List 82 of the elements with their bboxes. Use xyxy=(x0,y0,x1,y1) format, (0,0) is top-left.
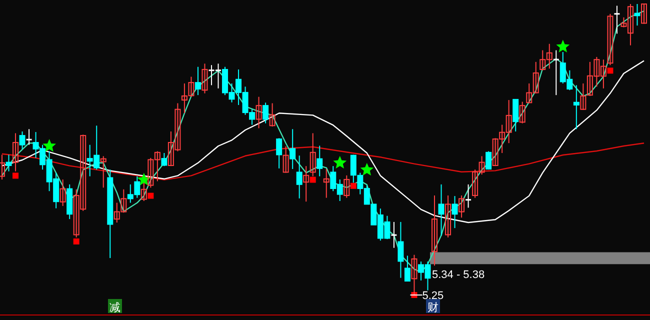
candlestick xyxy=(438,184,444,236)
candlestick xyxy=(614,5,620,34)
candlestick xyxy=(60,178,66,206)
candlestick xyxy=(486,150,492,170)
point xyxy=(42,139,56,152)
annotation: 5.25 xyxy=(422,290,444,302)
text: 财 xyxy=(428,301,438,314)
candlestick xyxy=(6,154,12,172)
point xyxy=(137,172,151,186)
point xyxy=(310,176,316,183)
candlestick xyxy=(607,13,614,66)
candlestick xyxy=(269,102,276,128)
candlestick xyxy=(641,4,647,24)
candlestick xyxy=(80,134,86,212)
point xyxy=(333,156,347,168)
point xyxy=(350,182,356,189)
candlestick xyxy=(586,61,593,96)
candlestick xyxy=(100,156,106,188)
candlestick xyxy=(168,130,174,167)
candlestick xyxy=(445,194,452,238)
point xyxy=(73,238,80,244)
point xyxy=(360,162,374,176)
candlestick xyxy=(26,128,32,146)
band: 5.34 - 5.38 xyxy=(430,252,650,282)
candlestick xyxy=(573,84,580,130)
candlestick xyxy=(620,16,627,28)
candlestick xyxy=(316,145,323,177)
text: 减 xyxy=(110,301,120,314)
candlestick xyxy=(148,157,154,188)
candlestick xyxy=(140,182,147,202)
candlestick xyxy=(506,100,512,144)
candlestick xyxy=(181,82,188,114)
candlestick xyxy=(398,221,404,278)
candlestick xyxy=(553,50,559,96)
candlestick xyxy=(120,188,127,214)
candlestick xyxy=(290,128,296,170)
candlestick xyxy=(499,124,506,154)
candlestick xyxy=(282,146,289,174)
candlestick xyxy=(634,4,640,26)
candlestick xyxy=(600,59,606,89)
candlestick xyxy=(188,76,194,98)
candlestick xyxy=(492,138,498,167)
candlestick xyxy=(323,168,330,198)
candlestick xyxy=(532,61,539,94)
candlestick xyxy=(594,56,600,88)
candlestick xyxy=(12,132,19,172)
band-label: 5.34 - 5.38 xyxy=(432,269,485,282)
candlestick xyxy=(546,43,552,70)
candlestick xyxy=(627,4,634,46)
candlestick xyxy=(512,98,519,132)
candlestick xyxy=(19,130,26,150)
candlestick xyxy=(202,63,208,94)
candlestick xyxy=(262,102,269,124)
candlestick xyxy=(472,169,478,198)
candlestick xyxy=(452,196,458,229)
point xyxy=(148,192,154,199)
candlestick xyxy=(519,101,526,124)
point xyxy=(556,40,570,52)
candlestick xyxy=(276,138,282,169)
candlestick xyxy=(154,150,160,182)
candlestick xyxy=(344,174,350,198)
candlestick xyxy=(73,188,80,238)
candlestick xyxy=(404,255,410,282)
candlestick xyxy=(0,154,5,180)
candlestick xyxy=(303,166,310,202)
candlestick xyxy=(466,184,472,208)
candlestick xyxy=(174,102,181,152)
candlestick xyxy=(114,202,120,224)
candlestick xyxy=(310,132,316,177)
candlestick xyxy=(391,221,397,248)
candlestick xyxy=(256,96,262,129)
candlestick xyxy=(478,156,485,176)
candlestick xyxy=(161,152,168,167)
candlestick xyxy=(296,155,302,199)
candlestick xyxy=(458,194,465,218)
candlestick xyxy=(580,82,586,110)
candlestick xyxy=(526,82,532,104)
point xyxy=(12,172,19,179)
candlestick xyxy=(540,50,546,71)
candlestick xyxy=(194,66,201,96)
point xyxy=(607,68,614,74)
candlestick xyxy=(432,194,438,266)
